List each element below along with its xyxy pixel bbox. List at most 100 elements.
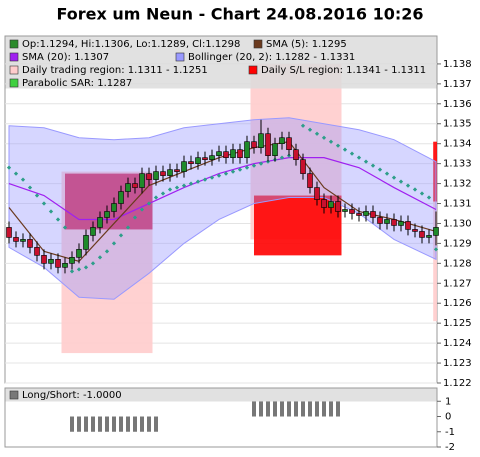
candle-body [69, 257, 75, 264]
trading-region [433, 201, 437, 322]
long-short-bar [329, 401, 333, 417]
candle-body [41, 255, 47, 264]
sar-point [328, 139, 334, 144]
candle-body [55, 259, 61, 268]
candle-body [244, 141, 250, 158]
candle-body [384, 219, 390, 224]
candle-body [230, 149, 236, 158]
legend-label: SMA (5): 1.1295 [266, 39, 347, 50]
long-short-bar [252, 401, 256, 417]
candle-body [426, 235, 432, 238]
sar-point [216, 173, 222, 178]
candle-body [125, 183, 131, 192]
candle-body [370, 211, 376, 218]
sar-point [370, 163, 376, 168]
sar-point [111, 241, 117, 246]
y-tick-label: 1.132 [443, 179, 472, 190]
legend-background [5, 388, 437, 402]
candle-body [293, 149, 299, 160]
candle-body [48, 259, 54, 264]
legend-swatch [9, 390, 19, 400]
legend-swatch [253, 39, 263, 49]
sar-point [377, 167, 383, 172]
sar-point [104, 249, 110, 254]
lower-panel: 1 0 -1 -2 Long/Short: -1.0000 [5, 388, 455, 453]
sar-point [258, 161, 264, 166]
candle-body [363, 211, 369, 216]
y-tick-label: 1.123 [443, 358, 472, 369]
legend-swatch [9, 78, 19, 88]
legend-swatch [248, 65, 258, 75]
long-short-bar [91, 416, 95, 432]
candle-body [251, 141, 257, 148]
sar-point [426, 195, 432, 200]
sar-point [321, 135, 327, 140]
y-tick-label: 1.135 [443, 119, 472, 130]
candle-body [97, 217, 103, 228]
candle-body [279, 137, 285, 144]
candle-body [62, 263, 68, 268]
candle-body [209, 155, 215, 160]
long-short-bar [273, 401, 277, 417]
y-tick-label: 1.126 [443, 298, 472, 309]
sar-point [230, 169, 236, 174]
sar-point [118, 233, 124, 238]
long-short-bar [322, 401, 326, 417]
sar-point [20, 177, 26, 182]
y-tick-label: 1.138 [443, 59, 472, 70]
long-short-bar [301, 401, 305, 417]
candle-body [433, 227, 439, 236]
y-tick-label: 1.124 [443, 338, 472, 349]
candle-body [412, 229, 418, 232]
candle-body [90, 227, 96, 236]
candle-body [104, 211, 110, 218]
candle-body [265, 133, 271, 156]
candle-body [216, 151, 222, 156]
long-short-bar [280, 401, 284, 417]
legend-swatch [175, 52, 185, 62]
sar-point [237, 167, 243, 172]
y-tick-label: 1.131 [443, 199, 472, 210]
sar-point [202, 177, 208, 182]
legend-swatch [9, 39, 19, 49]
y-tick-label: 1.130 [443, 218, 472, 229]
candle-body [146, 173, 152, 180]
sl-region [433, 141, 437, 202]
y-tick-label: 1.122 [443, 378, 472, 389]
y-tick-label: 1.128 [443, 258, 472, 269]
candle-body [335, 201, 341, 212]
candle-body [223, 151, 229, 158]
long-short-bar [126, 416, 130, 432]
sar-point [314, 131, 320, 136]
long-short-bar [147, 416, 151, 432]
sar-point [139, 207, 145, 212]
candle-body [188, 161, 194, 164]
sar-point [97, 255, 103, 260]
long-short-bar [70, 416, 74, 432]
sar-point [307, 127, 313, 132]
sar-point [405, 183, 411, 188]
sar-point [188, 181, 194, 186]
candle-body [300, 159, 306, 174]
y-tick-label: 1.133 [443, 159, 472, 170]
legend-swatch [9, 52, 19, 62]
long-short-bar [287, 401, 291, 417]
candle-body [13, 237, 19, 242]
long-short-bar [84, 416, 88, 432]
sar-point [391, 175, 397, 180]
chart-title: Forex um Neun - Chart 24.08.2016 10:26 [56, 5, 423, 24]
candle-body [139, 173, 145, 188]
candle-body [174, 169, 180, 172]
long-short-bar [154, 416, 158, 432]
sar-point [13, 171, 19, 176]
sar-point [363, 159, 369, 164]
sar-point [195, 179, 201, 184]
candle-body [118, 191, 124, 204]
sar-point [419, 191, 425, 196]
sar-point [125, 225, 131, 230]
sar-point [153, 195, 159, 200]
sar-point [433, 247, 439, 252]
y-tick-label: 0 [445, 412, 451, 423]
candle-body [202, 157, 208, 160]
candle-body [181, 161, 187, 172]
